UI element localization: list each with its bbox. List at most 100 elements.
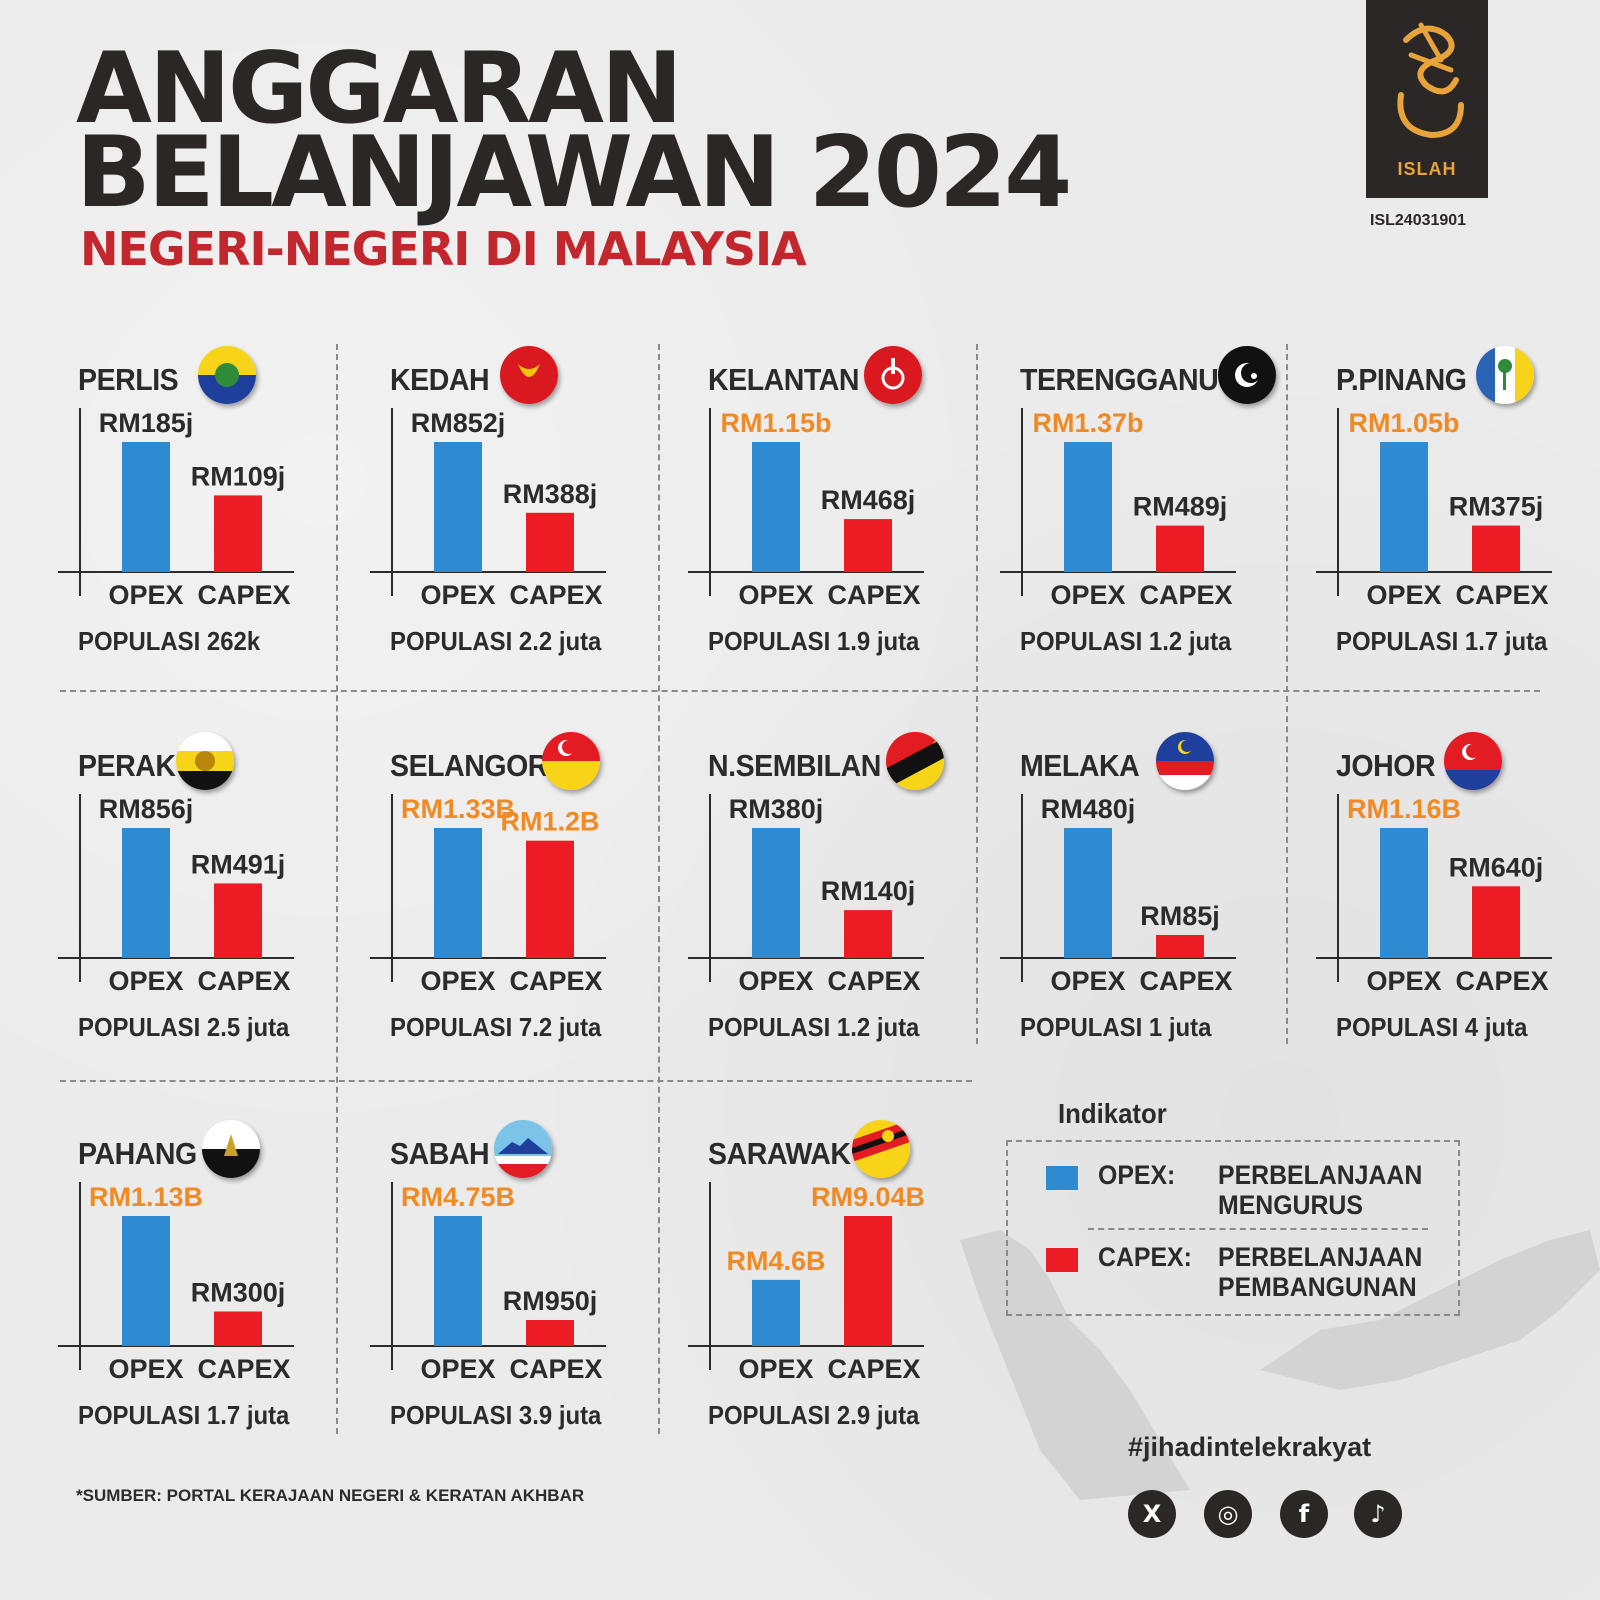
x-tick-label: CAPEX <box>827 966 920 996</box>
tiktok-icon[interactable]: ♪ <box>1354 1490 1402 1538</box>
instagram-icon[interactable]: ◎ <box>1204 1490 1252 1538</box>
x-tick-label: CAPEX <box>197 966 290 996</box>
calligraphy-icon <box>1397 22 1464 139</box>
capex-data-label: RM950j <box>503 1286 598 1316</box>
legend: OPEX: PERBELANJAAN MENGURUS CAPEX: PERBE… <box>1006 1140 1460 1316</box>
kedah-flag-icon <box>500 346 558 404</box>
capex-bar <box>214 495 262 572</box>
x-tick-label: CAPEX <box>197 580 290 610</box>
capex-bar <box>526 840 574 958</box>
state-panel: PERLIS RM185j RM109j OPEX CAPEX POPULASI 262k <box>58 344 358 714</box>
x-tick-label: CAPEX <box>509 966 602 996</box>
title-line-2: BELANJAWAN 2024 <box>76 116 1072 230</box>
x-tick-label: OPEX <box>1366 966 1441 996</box>
reference-code: ISL24031901 <box>1370 212 1467 229</box>
x-tick-label: OPEX <box>420 966 495 996</box>
capex-bar <box>844 519 892 572</box>
state-name: N.SEMBILAN <box>708 748 881 783</box>
population-label: POPULASI 262k <box>78 626 261 656</box>
x-tick-label: CAPEX <box>827 580 920 610</box>
capex-data-label: RM468j <box>821 485 916 515</box>
state-name: P.PINANG <box>1336 362 1467 397</box>
johor-flag-icon <box>1444 732 1502 790</box>
state-name: JOHOR <box>1336 748 1436 783</box>
melaka-flag-icon <box>1156 732 1214 790</box>
state-name: SARAWAK <box>708 1136 851 1171</box>
population-label: POPULASI 1 juta <box>1020 1012 1212 1042</box>
legend-desc-opex: PERBELANJAAN MENGURUS <box>1218 1160 1423 1220</box>
state-panel: PAHANG RM1.13B RM300j OPEX CAPEX POPULASI 1.7… <box>58 1118 358 1488</box>
state-panel: SELANGOR RM1.33B RM1.2B OPEX CAPEX POPULASI 7… <box>370 730 670 1100</box>
capex-data-label: RM491j <box>191 849 286 879</box>
state-panel: SABAH RM4.75B RM950j OPEX CAPEX POPULASI 3.9 … <box>370 1118 670 1488</box>
x-tick-label: CAPEX <box>827 1354 920 1384</box>
population-label: POPULASI 2.2 juta <box>390 626 602 656</box>
opex-data-label: RM4.75B <box>401 1182 515 1212</box>
state-name: MELAKA <box>1020 748 1140 783</box>
state-panel: N.SEMBILAN RM380j RM140j OPEX CAPEX POPULASI … <box>688 730 988 1100</box>
capex-data-label: RM85j <box>1140 901 1220 931</box>
x-tick-label: OPEX <box>738 1354 813 1384</box>
capex-data-label: RM489j <box>1133 492 1228 522</box>
bar-chart: RM1.37b RM489j OPEX CAPEX <box>1000 408 1236 610</box>
population-label: POPULASI 2.5 juta <box>78 1012 290 1042</box>
bar-chart: RM1.05b RM375j OPEX CAPEX <box>1316 408 1552 610</box>
state-panel: PERAK RM856j RM491j OPEX CAPEX POPULASI 2.5 j… <box>58 730 358 1100</box>
opex-data-label: RM1.37b <box>1032 408 1143 438</box>
opex-data-label: RM1.05b <box>1348 408 1459 438</box>
state-name: PERAK <box>78 748 176 783</box>
capex-data-label: RM300j <box>191 1277 286 1307</box>
grid-divider-h <box>60 1080 972 1082</box>
population-label: POPULASI 1.2 juta <box>1020 626 1232 656</box>
capex-data-label: RM9.04B <box>811 1182 925 1212</box>
opex-bar <box>434 1216 482 1346</box>
capex-bar <box>1156 525 1204 572</box>
x-icon[interactable]: X <box>1128 1490 1176 1538</box>
bar-chart: RM852j RM388j OPEX CAPEX <box>370 408 606 610</box>
legend-swatch-capex <box>1046 1248 1078 1272</box>
state-name: KELANTAN <box>708 362 860 397</box>
x-tick-label: OPEX <box>1050 966 1125 996</box>
opex-bar <box>122 442 170 572</box>
opex-bar <box>752 1279 800 1346</box>
state-name: SELANGOR <box>390 748 548 783</box>
opex-bar <box>122 1216 170 1346</box>
state-panel: MELAKA RM480j RM85j OPEX CAPEX POPULASI 1 jut… <box>1000 730 1300 1100</box>
opex-data-label: RM852j <box>411 408 506 438</box>
grid-divider-v <box>336 344 338 1434</box>
state-panel: KEDAH RM852j RM388j OPEX CAPEX POPULASI 2.2 j… <box>370 344 670 714</box>
opex-bar <box>1064 442 1112 572</box>
x-tick-label: OPEX <box>1050 580 1125 610</box>
x-tick-label: OPEX <box>1366 580 1441 610</box>
source-note: *SUMBER: PORTAL KERAJAAN NEGERI & KERATA… <box>76 1486 585 1505</box>
population-label: POPULASI 4 juta <box>1336 1012 1528 1042</box>
state-panel: JOHOR RM1.16B RM640j OPEX CAPEX POPULASI 4 ju… <box>1316 730 1600 1100</box>
facebook-icon[interactable]: f <box>1280 1490 1328 1538</box>
bar-chart: RM1.15b RM468j OPEX CAPEX <box>688 408 924 610</box>
population-label: POPULASI 1.7 juta <box>1336 626 1548 656</box>
x-tick-label: CAPEX <box>509 580 602 610</box>
capex-data-label: RM375j <box>1449 492 1544 522</box>
bar-chart: RM480j RM85j OPEX CAPEX <box>1000 794 1236 996</box>
x-tick-label: OPEX <box>420 1354 495 1384</box>
sarawak-flag-icon <box>852 1120 910 1178</box>
x-tick-label: OPEX <box>108 580 183 610</box>
grid-divider-v <box>976 344 978 1044</box>
selangor-flag-icon <box>542 732 600 790</box>
grid-divider-v <box>658 344 660 1434</box>
population-label: POPULASI 3.9 juta <box>390 1400 602 1430</box>
opex-bar <box>434 442 482 572</box>
capex-data-label: RM640j <box>1449 852 1544 882</box>
opex-bar <box>1380 442 1428 572</box>
legend-swatch-opex <box>1046 1166 1078 1190</box>
opex-bar <box>752 828 800 958</box>
x-tick-label: CAPEX <box>1455 580 1548 610</box>
x-tick-label: CAPEX <box>1139 580 1232 610</box>
capex-bar <box>1472 886 1520 958</box>
grid-divider-h <box>60 690 1540 692</box>
legend-code-opex: OPEX: <box>1098 1160 1176 1190</box>
legend-code-capex: CAPEX: <box>1098 1242 1192 1272</box>
state-panel: TERENGGANU RM1.37b RM489j OPEX CAPEX POPULASI… <box>1000 344 1300 714</box>
state-name: SABAH <box>390 1136 490 1171</box>
